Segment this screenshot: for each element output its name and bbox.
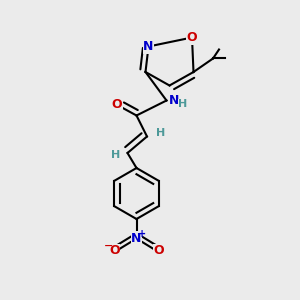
Text: +: + bbox=[138, 229, 146, 239]
Text: H: H bbox=[156, 128, 165, 139]
Text: O: O bbox=[187, 31, 197, 44]
Text: −: − bbox=[104, 240, 114, 250]
Text: O: O bbox=[109, 244, 120, 257]
Text: O: O bbox=[112, 98, 122, 112]
Text: H: H bbox=[112, 149, 121, 160]
Text: N: N bbox=[131, 232, 142, 245]
Text: N: N bbox=[169, 94, 179, 107]
Text: H: H bbox=[178, 99, 188, 109]
Text: O: O bbox=[153, 244, 164, 257]
Text: N: N bbox=[143, 40, 154, 53]
